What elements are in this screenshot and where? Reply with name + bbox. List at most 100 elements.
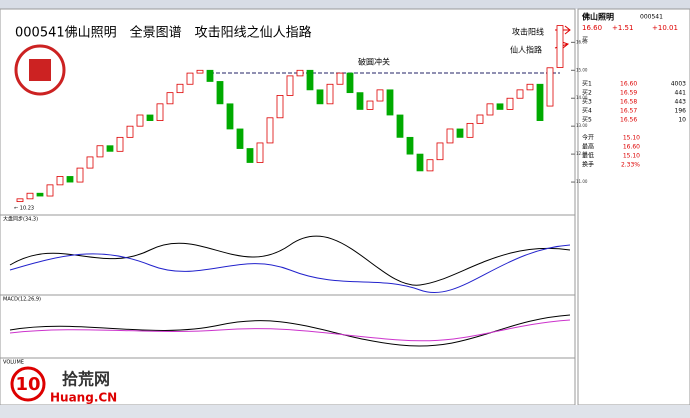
candle [106,145,114,152]
macd-line [9,319,571,342]
candle [56,176,64,186]
book-cell: 441 [675,90,687,97]
candle [496,103,504,110]
y-tick-label: 11.00 [576,179,588,184]
candle [516,89,524,99]
quote-panel [577,8,690,406]
annotation: 攻击阳线 [512,27,544,37]
book-cell: 买1 [582,80,592,88]
candle [76,167,84,183]
y-tick-label: 15.00 [576,67,588,72]
candle [286,75,294,96]
watermark-number: 10 [15,374,40,395]
candle [306,69,314,91]
stat-label: 换手 [582,161,594,169]
book-cell: 196 [675,108,687,115]
y-tick-label: 12.00 [576,151,588,156]
candle [416,153,424,172]
candle [186,72,194,85]
candle [16,198,24,203]
y-tick-label: 13.00 [576,123,588,128]
panel-label: MACD(12,26,9) [3,297,41,303]
candle [366,100,374,110]
candle [546,67,554,107]
book-cell: 买5 [582,116,592,124]
title: 000541佛山照明 全景图谱 攻击阳线之仙人指路 [15,25,312,41]
book-cell: 10 [678,117,686,124]
candle [436,142,444,161]
candle [276,95,284,119]
candle [536,83,544,121]
watermark-domain: Huang.CN [50,391,117,405]
price: 16.60 [582,24,602,32]
candle [486,103,494,116]
book-cell: 443 [675,99,687,106]
seal-logo [29,59,51,81]
candle [136,114,144,127]
stat-label: 最高 [582,143,594,151]
indicator-line [9,244,571,293]
candle [476,114,484,124]
watermark-logo [10,366,46,402]
low-label: ← 10.23 [14,206,34,212]
candle [236,128,244,149]
stat-label: 今开 [582,134,594,142]
candle [156,103,164,121]
book-cell: 买2 [582,89,592,97]
candle [256,142,264,163]
book-cell: 16.57 [620,108,637,115]
stat-value: 16.60 [623,144,640,151]
panel-label: VOLUME [3,360,24,366]
book-cell: 买3 [582,98,592,106]
change: +1.51 [612,24,633,32]
panel-label: 大盘同步(34,3) [3,216,38,223]
candle [166,92,174,105]
candle [446,128,454,144]
candle [46,184,54,197]
stat-label: 最低 [582,152,594,160]
y-tick-label: 16.00 [576,39,588,44]
candle [346,72,354,94]
candle [36,192,44,197]
candle [506,97,514,110]
candle [176,83,184,94]
candle [196,69,204,74]
candle [556,25,564,68]
book-cell: 4003 [671,81,686,88]
candle [396,114,404,138]
candle [116,136,124,152]
candle [406,136,414,155]
y-tick-label: 14.00 [576,95,588,100]
candle [526,83,534,91]
candle [356,92,364,110]
indicator-line [9,235,571,286]
percent: +10.01 [652,24,678,32]
candle [266,117,274,144]
book-cell: 买4 [582,107,592,115]
stat-value: 2.33% [621,162,640,169]
stock-name: 佛山照明 [581,12,614,22]
candle [96,145,104,158]
candle [426,159,434,172]
stock-code: 000541 [640,14,663,21]
candle [386,89,394,116]
candle [336,72,344,85]
annotation: 破圆冲关 [358,57,390,67]
status-bar [0,405,690,418]
candle [26,192,34,200]
candle [376,89,384,102]
menu-bar [0,0,690,9]
candle [296,69,304,77]
stat-value: 15.10 [623,135,640,142]
candle [466,122,474,138]
candle [86,156,94,169]
candle [456,128,464,138]
book-label: 买 [582,36,588,44]
candle [326,83,334,105]
book-cell: 16.58 [620,99,637,106]
book-cell: 16.56 [620,117,637,124]
chart-area [0,8,576,406]
candle [126,125,134,138]
candle [246,148,254,163]
annotation: 仙人指路 [510,45,542,55]
